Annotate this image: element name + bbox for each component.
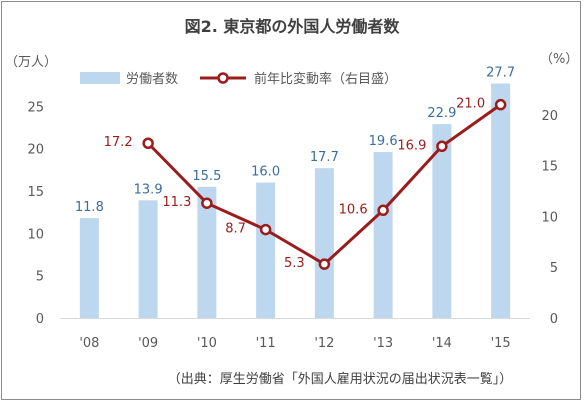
bar-data-label: 27.7 [486, 65, 515, 80]
source-note: （出典：厚生労働省「外国人雇用状況の届出状況表一覧」） [168, 371, 513, 387]
left-axis-tick-label: 15 [27, 185, 44, 200]
chart-title: 図2. 東京都の外国人労働者数 [185, 17, 401, 36]
left-axis-tick-label: 25 [27, 100, 44, 115]
bar-data-label: 17.7 [310, 150, 339, 165]
x-axis-tick-label: '15 [491, 336, 511, 351]
left-axis-tick-label: 0 [36, 312, 44, 327]
bar [79, 218, 99, 318]
line-point [142, 137, 154, 149]
right-axis-tick-label: 5 [550, 261, 558, 276]
bar [491, 83, 511, 319]
line-data-label: 10.6 [339, 202, 368, 217]
left-axis-unit: （万人） [5, 55, 57, 70]
x-axis-tick-label: '12 [314, 336, 334, 351]
x-axis-tick-label: '13 [373, 336, 393, 351]
bar-data-label: 13.9 [134, 182, 163, 197]
line-data-label: 5.3 [284, 256, 305, 271]
bar [197, 186, 217, 318]
line-data-label: 11.3 [162, 195, 191, 210]
line-data-label: 21.0 [456, 97, 485, 112]
x-axis-tick-label: '11 [256, 336, 276, 351]
bar-data-label: 19.6 [369, 134, 398, 149]
bar [432, 124, 452, 318]
x-axis-ticks: '08 '09 '10 '11 '12 '13 '14 '15 [79, 336, 510, 351]
legend-line-label: 前年比変動率（右目盛） [254, 71, 397, 87]
left-axis-tick-label: 20 [27, 143, 44, 158]
line-data-label: 17.2 [104, 135, 133, 150]
x-axis-tick-label: '10 [197, 336, 217, 351]
right-axis-ticks: 0 5 10 15 20 [541, 109, 558, 327]
legend-bar-label: 労働者数 [126, 72, 178, 87]
line-point [436, 140, 448, 153]
right-axis-tick-label: 20 [541, 109, 558, 124]
bar [256, 182, 276, 318]
bar-series [79, 83, 511, 319]
legend: 労働者数 前年比変動率（右目盛） [80, 71, 397, 87]
right-axis-tick-label: 0 [550, 312, 558, 327]
left-axis-tick-label: 5 [36, 270, 44, 285]
bar-data-label: 16.0 [251, 165, 280, 180]
legend-line-marker [217, 72, 229, 84]
bar-data-label: 22.9 [427, 106, 456, 121]
right-axis-tick-label: 15 [541, 160, 558, 175]
line-data-label: 8.7 [225, 222, 246, 237]
bar [314, 168, 334, 318]
x-axis-tick-label: '08 [79, 336, 99, 351]
bar [373, 152, 393, 318]
right-axis-unit: （%） [540, 52, 578, 67]
left-axis-ticks: 0 5 10 15 20 25 [27, 100, 44, 327]
x-axis-tick-label: '09 [138, 336, 158, 351]
x-axis-tick-label: '14 [432, 336, 452, 351]
line-point [494, 98, 507, 111]
line-series [142, 98, 507, 270]
legend-bar-swatch [80, 72, 120, 84]
line-point [318, 258, 331, 270]
bar [138, 200, 158, 318]
line-point [259, 223, 272, 236]
line-data-labels: 17.2 11.3 8.7 5.3 10.6 16.9 21.0 [104, 97, 485, 272]
line-point [377, 204, 389, 217]
line-point [201, 197, 213, 209]
left-axis-tick-label: 10 [27, 227, 44, 242]
bar-data-label: 15.5 [192, 169, 221, 184]
bar-data-label: 11.8 [75, 200, 104, 215]
line-data-label: 16.9 [397, 138, 426, 153]
bar-data-labels: 11.8 13.9 15.5 16.0 17.7 19.6 22.9 27.7 [75, 65, 515, 215]
right-axis-tick-label: 10 [541, 210, 558, 225]
